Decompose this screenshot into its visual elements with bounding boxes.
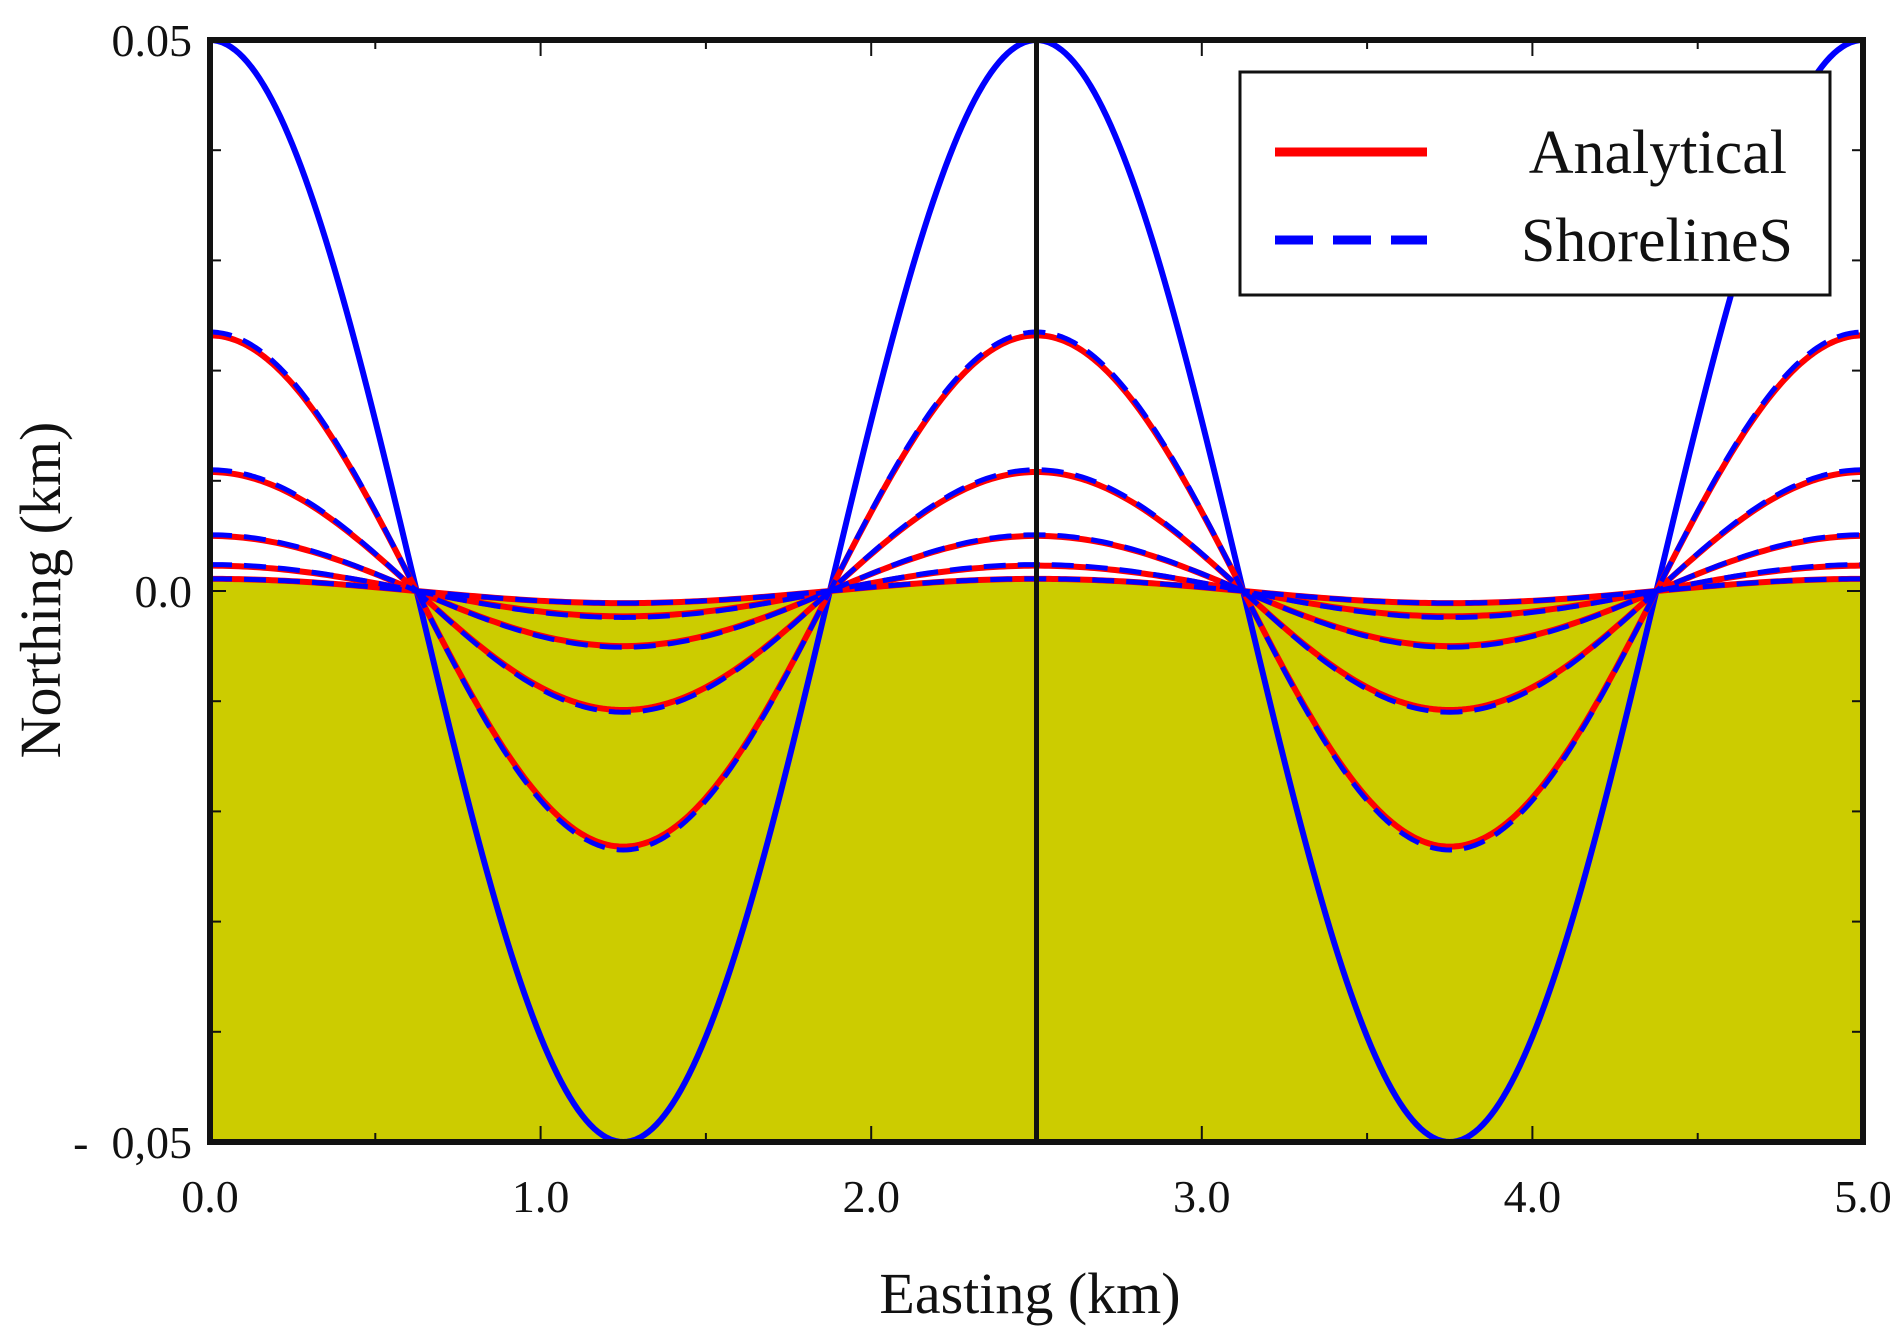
x-axis-title: Easting (km) (879, 1261, 1180, 1326)
x-tick-label-4: 4.0 (1504, 1171, 1562, 1222)
legend: Analytical ShorelineS (1238, 70, 1832, 297)
y-tick-label-1: 0.0 (135, 566, 193, 617)
x-tick-label-1: 1.0 (512, 1171, 570, 1222)
legend-box (1238, 70, 1832, 297)
frame-layer (207, 37, 1866, 1145)
x-tick-label-3: 3.0 (1173, 1171, 1231, 1222)
y-axis-title: Northing (km) (8, 422, 73, 759)
plot-frame (207, 37, 1866, 1145)
legend-label-analytical: Analytical (1529, 119, 1787, 187)
x-tick-label-2: 2.0 (842, 1171, 900, 1222)
y-tick-label-2: - 0,05 (73, 1117, 192, 1168)
y-tick-label-0: 0.05 (112, 15, 193, 66)
legend-label-shorelines: ShorelineS (1521, 207, 1793, 275)
x-tick-label-5: 5.0 (1834, 1171, 1892, 1222)
tick-labels-layer: 0.0 1.0 2.0 3.0 4.0 5.00.050.0- 0,05 (73, 15, 1892, 1222)
x-tick-label-0: 0.0 (181, 1171, 239, 1222)
